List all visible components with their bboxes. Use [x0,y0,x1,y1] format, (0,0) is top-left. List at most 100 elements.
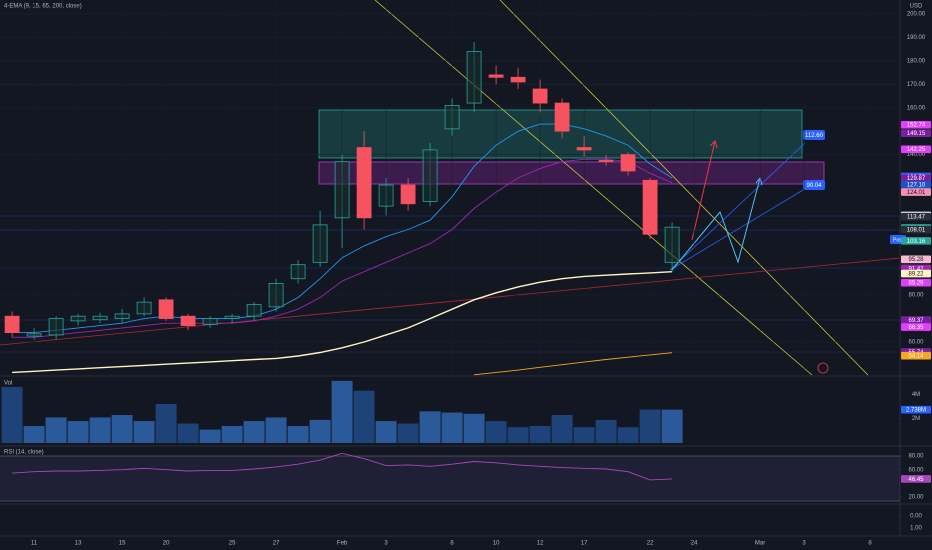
candle-body [246,304,262,317]
drawing-label: 112.60 [805,133,824,139]
price-badge [901,129,931,137]
y-tick-label: 20.00 [908,495,924,501]
volume-bar [177,423,199,443]
candle-body [312,224,328,263]
y-tick-label: 4M [912,392,920,398]
candle-body [598,160,614,163]
y-tick-label: 190.00 [907,35,926,41]
candle-body [334,161,350,219]
x-tick-label: 24 [691,541,698,547]
y-tick-label: 180.00 [907,58,926,64]
volume-bar [617,427,639,443]
candle-body [26,333,42,337]
volume-bar [111,414,133,443]
volume-bar [353,390,375,443]
candle-body [356,147,372,219]
x-tick-label: 13 [75,541,82,547]
rsi-band [0,456,900,501]
price-badge [901,120,931,129]
price-badge-label: 103.16 [907,239,926,245]
y-tick-label: 160.00 [907,105,926,111]
trend-line [0,257,901,346]
y-tick-label: 1.00 [910,526,922,532]
x-tick-label: 27 [273,541,280,547]
price-badge-label: 152.74 [907,123,926,129]
price-badge [901,181,931,189]
volume-bar [573,427,595,443]
price-badge-label: 142.25 [907,147,926,153]
price-badge [901,278,931,287]
y-tick-label: 0.00 [910,514,922,520]
candle-body [444,105,460,130]
price-badge [901,145,931,154]
volume-bar [441,412,463,443]
volume-bar [507,427,529,443]
candle-body [400,184,416,205]
x-tick-label: Mar [755,541,765,547]
volume-bar [89,417,111,443]
candle-body [114,313,130,319]
price-badge-label: 149.15 [907,131,926,137]
session-label: Post [893,237,904,243]
volume-bar [661,409,683,443]
drawing-label-box [803,180,825,190]
candle-body [158,299,174,319]
candle-body [290,264,306,280]
zone-purple [318,161,825,185]
volume-bar [287,425,309,443]
x-tick-label: 3 [384,541,388,547]
volume-bar [199,429,221,443]
volume-bar [1,386,23,443]
volume-bar [309,419,331,443]
y-tick-label: 200.00 [907,12,926,18]
candle-body [510,76,526,83]
price-badge [901,174,931,183]
y-tick-label: 80.00 [908,293,924,299]
x-tick-label: 8 [450,541,454,547]
projection-path [671,177,761,271]
volume-bar [265,417,287,443]
price-badge [901,475,931,483]
candle-body [268,283,284,308]
x-tick-label: 25 [229,541,236,547]
price-badge [901,316,931,324]
y-tick-label: 60.00 [908,340,924,346]
ema-line [474,352,673,376]
x-tick-label: 8 [868,541,872,547]
price-badge [901,237,931,245]
price-badge [901,405,931,414]
price-badge-label: 85.29 [908,281,924,287]
candle-body [378,184,394,207]
candle-body [488,74,504,78]
price-badge-label: 124.01 [907,190,926,196]
volume-bar [133,421,155,443]
price-badge-label: 91.42 [908,266,924,272]
x-tick-label: 15 [119,541,126,547]
x-tick-label: 17 [581,541,588,547]
candle-body [620,154,636,172]
candle-body [136,301,152,315]
price-badge [901,212,931,221]
x-tick-label: Feb [337,541,348,547]
y-tick-label: 140.00 [907,152,926,158]
y-tick-label: 2M [912,416,920,422]
candle-body [180,315,196,326]
indicator-title: Vol [4,381,12,387]
x-tick-label: 22 [647,541,654,547]
y-tick-label: 170.00 [907,82,926,88]
candle-body [532,88,548,104]
price-badge [901,188,931,196]
price-badge-label: 54.14 [908,354,924,360]
volume-bar [463,413,485,443]
candle-body [202,318,218,325]
volume-bar [551,414,573,443]
arrow-head [709,140,718,149]
candle-body [4,315,20,334]
volume-bar [243,421,265,443]
volume-bar [639,409,661,443]
y-tick-label: 60.00 [908,467,924,473]
x-tick-label: 12 [537,541,544,547]
